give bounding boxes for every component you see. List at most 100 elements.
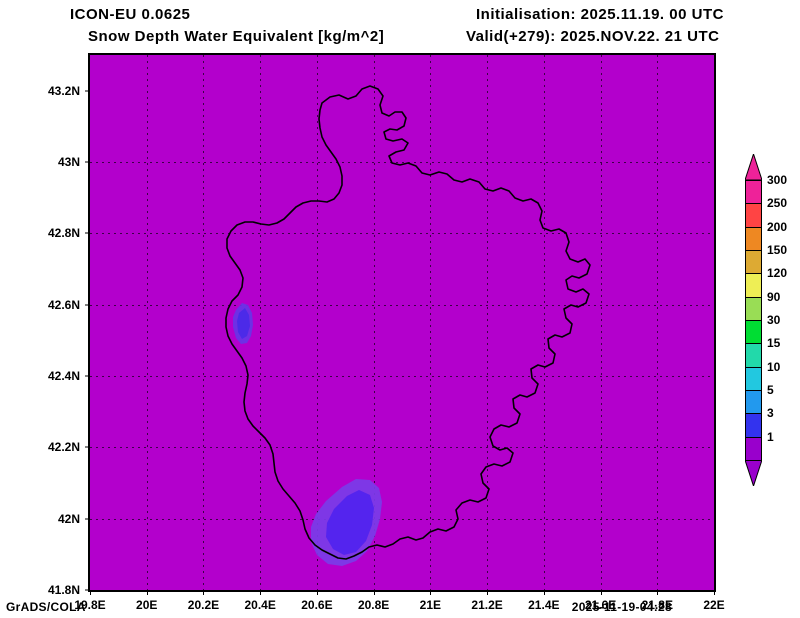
colorbar-tick-label: 250 (767, 196, 788, 211)
colorbar-divider (745, 320, 762, 321)
colorbar-over-arrow-icon (745, 154, 762, 180)
gridline-vertical (146, 55, 148, 590)
colorbar-divider (745, 390, 762, 391)
colorbar-tick-label: 300 (767, 173, 788, 187)
x-axis-tick-mark (203, 590, 205, 595)
snow-patch-south (311, 479, 382, 566)
gridline-vertical (487, 55, 489, 590)
colorbar-divider (745, 436, 762, 438)
x-axis-tick-mark (600, 590, 602, 595)
colorbar-divider (745, 203, 762, 205)
x-axis-tick-label: 20E (136, 598, 158, 612)
colorbar-divider (745, 250, 762, 251)
header-model-label: ICON-EU 0.0625 (70, 6, 191, 23)
x-axis-tick-label: 21E (419, 598, 442, 612)
footer-producer-label: GrADS/COLA (6, 600, 86, 614)
colorbar-legend[interactable]: 1 3 5 10 15 30 90 120 150 200 250 300 (745, 154, 787, 486)
y-axis-tick-label: 42N (57, 511, 80, 526)
y-axis-tick-mark (85, 232, 90, 234)
y-axis-tick-mark (85, 161, 90, 163)
gridline-vertical (203, 55, 205, 590)
x-axis-tick-mark (373, 590, 375, 595)
snow-patch-west (233, 303, 253, 344)
gridline-vertical (657, 55, 659, 590)
x-axis-tick-label: 19.8E (74, 598, 106, 612)
colorbar-tick-label: 150 (767, 243, 788, 257)
colorbar-divider (745, 273, 762, 275)
x-axis-tick-mark (316, 590, 318, 595)
gridline-vertical (543, 55, 545, 590)
x-axis-tick-label: 20.2E (187, 598, 220, 612)
colorbar-tick-label: 90 (767, 289, 781, 304)
footer-generated-label: 2025-11-19-04:28 (571, 600, 672, 614)
y-axis-tick-mark (85, 446, 90, 448)
y-axis-tick-label: 42.4N (47, 369, 80, 383)
x-axis-tick-mark (487, 590, 489, 595)
gridline-vertical (600, 55, 602, 590)
map-data-overlay (225, 85, 591, 566)
map-plot-area[interactable]: 41.8N 42N 42.2N 42.4N 42.6N 42.8N 43N 43.2N 19.… (48, 53, 725, 612)
y-axis-tick-label: 43N (57, 155, 80, 169)
x-axis-tick-label: 21.2E (471, 598, 503, 612)
y-axis-tick-label: 43.2N (47, 83, 80, 98)
gridline-horizontal (90, 304, 714, 306)
gridline-horizontal (90, 518, 714, 520)
colorbar-segment (745, 180, 762, 204)
y-axis-tick-mark (85, 375, 90, 377)
country-border-kosovo (225, 85, 591, 560)
colorbar-segment (745, 296, 762, 320)
colorbar-tick-label: 120 (767, 266, 788, 281)
x-axis-tick-mark (657, 590, 659, 595)
x-axis-tick-label: 21.6E (584, 598, 617, 612)
colorbar-segment (745, 250, 762, 274)
y-axis-tick-mark (85, 589, 90, 591)
y-axis-tick-label: 42.8N (47, 226, 80, 241)
colorbar-segment (745, 390, 762, 414)
x-axis-tick-mark (430, 590, 432, 595)
x-axis-tick-mark (146, 590, 148, 595)
colorbar-segment (745, 436, 762, 460)
gridline-vertical (260, 55, 262, 590)
x-axis-tick-label: 20.6E (301, 598, 333, 612)
colorbar-divider (745, 180, 762, 181)
colorbar-divider (745, 413, 762, 415)
gridline-horizontal (90, 376, 714, 377)
colorbar-divider (745, 366, 762, 368)
x-axis-tick-label: 20.4E (244, 598, 276, 612)
colorbar-segment (745, 226, 762, 250)
x-axis-tick-mark (90, 590, 91, 595)
x-axis-tick-mark (543, 590, 545, 595)
x-axis-tick-label: 21.8E (641, 598, 673, 612)
colorbar-divider (745, 226, 762, 228)
gridline-vertical (430, 55, 432, 590)
colorbar-divider (745, 296, 762, 298)
y-axis-tick-mark (85, 90, 90, 92)
header-valid-label: Valid(+279): 2025.NOV.22. 21 UTC (466, 28, 720, 45)
header-variable-label: Snow Depth Water Equivalent [kg/m^2] (88, 28, 385, 45)
colorbar-tick-label: 10 (767, 359, 781, 374)
colorbar-divider (745, 460, 762, 461)
y-axis-tick-mark (85, 518, 90, 520)
gridline-horizontal (90, 447, 714, 449)
colorbar-segment (745, 413, 762, 437)
colorbar-tick-label: 5 (767, 383, 774, 397)
colorbar-divider (745, 343, 762, 345)
y-axis-tick-label: 42.6N (47, 297, 80, 312)
gridline-horizontal (90, 162, 714, 163)
colorbar-segment (745, 273, 762, 297)
header-initialisation-label: Initialisation: 2025.11.19. 00 UTC (476, 6, 724, 23)
colorbar-tick-label: 3 (767, 406, 774, 421)
x-axis-tick-mark (714, 590, 715, 595)
colorbar-segment (745, 366, 762, 390)
x-axis-tick-label: 22E (703, 598, 725, 612)
gridline-horizontal (90, 233, 714, 235)
y-axis-tick-mark (85, 304, 90, 306)
gridline-vertical (373, 55, 375, 590)
colorbar-tick-label: 1 (767, 429, 774, 444)
x-axis-tick-label: 20.8E (357, 598, 390, 612)
x-axis-tick-mark (260, 590, 262, 595)
colorbar-tick-label: 30 (767, 313, 781, 327)
colorbar-under-arrow-icon (745, 460, 762, 486)
colorbar-segment (745, 203, 762, 227)
colorbar-tick-label: 200 (767, 219, 788, 234)
